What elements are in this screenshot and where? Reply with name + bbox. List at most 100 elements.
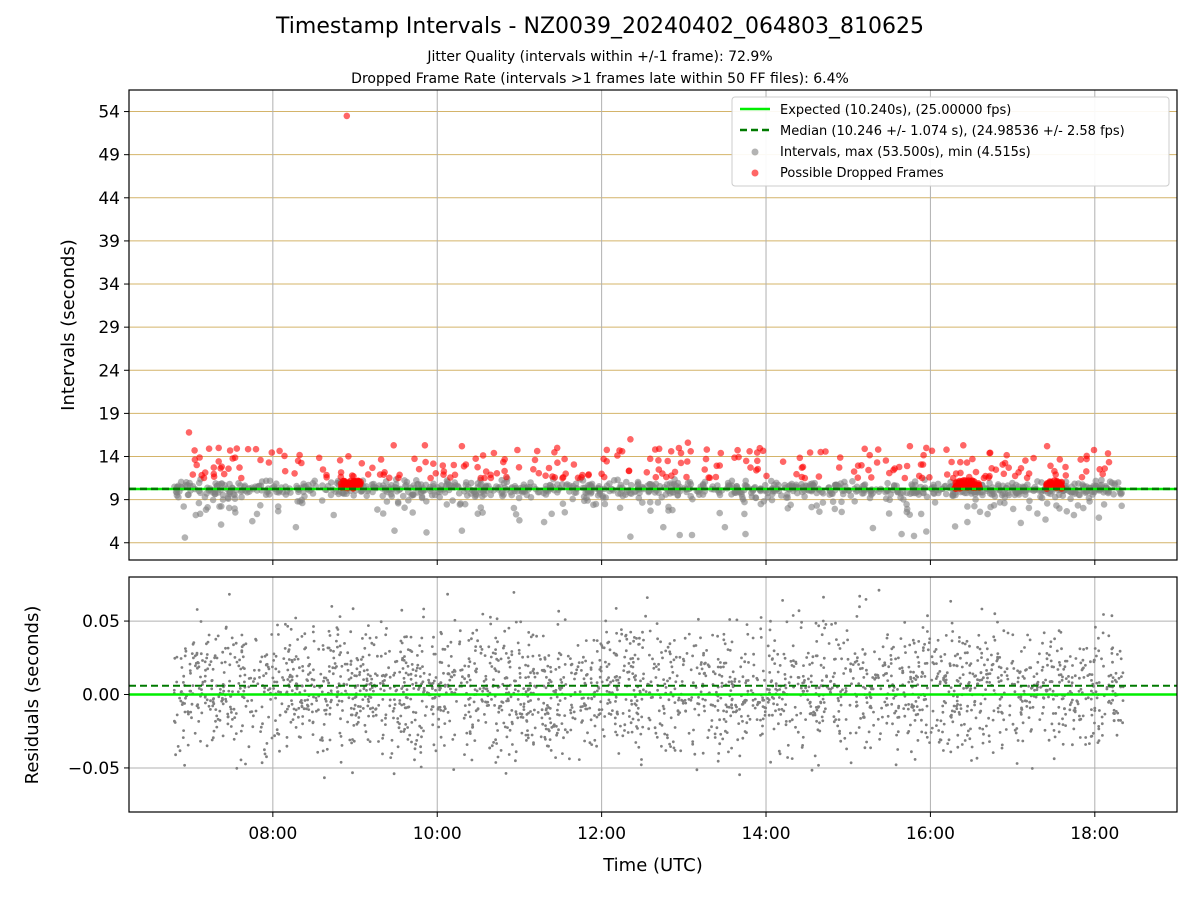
residual-point (986, 676, 989, 680)
residual-point (510, 653, 514, 657)
residual-point (259, 660, 262, 664)
residual-point (896, 730, 900, 734)
residual-point (613, 722, 617, 726)
residual-point (774, 687, 778, 691)
residual-point (867, 730, 871, 734)
residual-point (195, 608, 199, 611)
dropped-frame-point (562, 470, 569, 478)
residual-point (715, 726, 719, 730)
interval-point (1082, 489, 1089, 497)
residual-point (966, 704, 969, 708)
residual-point (230, 636, 234, 640)
residual-point (431, 712, 435, 716)
residual-point (885, 697, 889, 700)
residual-point (183, 763, 187, 767)
residual-point (965, 709, 969, 713)
residual-point (948, 662, 952, 666)
residual-point (369, 674, 372, 678)
residual-point (214, 719, 217, 723)
residual-point (778, 664, 782, 667)
residual-point (868, 705, 872, 709)
residual-point (554, 668, 558, 671)
residual-point (1102, 613, 1105, 616)
residual-point (540, 708, 544, 712)
interval-point (654, 499, 662, 506)
residual-point (416, 654, 419, 657)
residual-point (981, 741, 985, 745)
residual-point (615, 686, 619, 689)
residual-point (944, 681, 948, 685)
residual-point (539, 735, 543, 739)
residual-point (988, 681, 991, 684)
residual-point (641, 725, 645, 729)
residual-point (1045, 688, 1049, 692)
residual-point (546, 712, 550, 715)
residual-point (673, 639, 676, 642)
interval-point (849, 478, 856, 485)
residual-point (474, 649, 477, 652)
residual-point (497, 670, 501, 674)
interval-point (327, 491, 335, 499)
residual-point (228, 592, 231, 596)
residual-point (496, 640, 499, 644)
dropped-frame-point (796, 454, 804, 462)
residual-point (1008, 704, 1012, 708)
residual-point (545, 707, 548, 710)
residual-point (1041, 665, 1045, 669)
residual-point (180, 666, 184, 669)
residual-point (799, 686, 803, 690)
dropped-frame-point (712, 473, 720, 481)
residual-point (470, 637, 473, 641)
residual-point (671, 740, 675, 744)
residual-point (393, 698, 396, 701)
residual-point (903, 714, 907, 718)
residual-point (809, 705, 813, 708)
residual-point (834, 718, 838, 721)
interval-point (658, 493, 666, 501)
residual-point (410, 721, 414, 724)
residual-point (684, 709, 688, 713)
residual-point (929, 731, 933, 734)
residual-point (231, 690, 234, 693)
residual-point (260, 705, 264, 709)
residual-point (934, 648, 938, 651)
residual-point (865, 696, 868, 700)
residual-point (897, 706, 900, 710)
residual-point (1061, 742, 1065, 746)
residual-point (849, 662, 853, 666)
residual-point (815, 719, 818, 723)
interval-point (498, 476, 506, 484)
interval-point (623, 478, 630, 486)
residual-point (1038, 718, 1042, 721)
residual-point (940, 659, 943, 663)
interval-point (907, 490, 914, 498)
interval-point (721, 523, 729, 531)
residual-point (822, 701, 826, 704)
residual-point (443, 722, 447, 725)
residual-point (1067, 675, 1070, 678)
residual-point (865, 668, 868, 672)
residual-point (422, 607, 426, 611)
residual-point (569, 728, 573, 732)
residual-point (221, 702, 225, 706)
residual-point (903, 645, 907, 648)
top-y-tick-label: 4 (109, 534, 120, 554)
residual-point (390, 752, 394, 755)
residual-point (832, 720, 836, 724)
residual-point (453, 670, 457, 673)
residual-point (1064, 712, 1067, 716)
residual-point (247, 745, 251, 749)
residual-point (694, 686, 698, 689)
residual-point (672, 658, 676, 662)
dropped-frame-point (215, 458, 222, 465)
residual-point (878, 657, 881, 661)
residual-point (406, 738, 410, 741)
residual-point (1111, 646, 1115, 650)
residual-point (572, 710, 576, 714)
dropped-frame-point (753, 467, 760, 474)
residual-point (406, 726, 409, 729)
dropped-frame-point (276, 447, 283, 455)
residual-point (741, 675, 745, 679)
residual-point (985, 724, 988, 728)
residual-point (284, 710, 288, 714)
